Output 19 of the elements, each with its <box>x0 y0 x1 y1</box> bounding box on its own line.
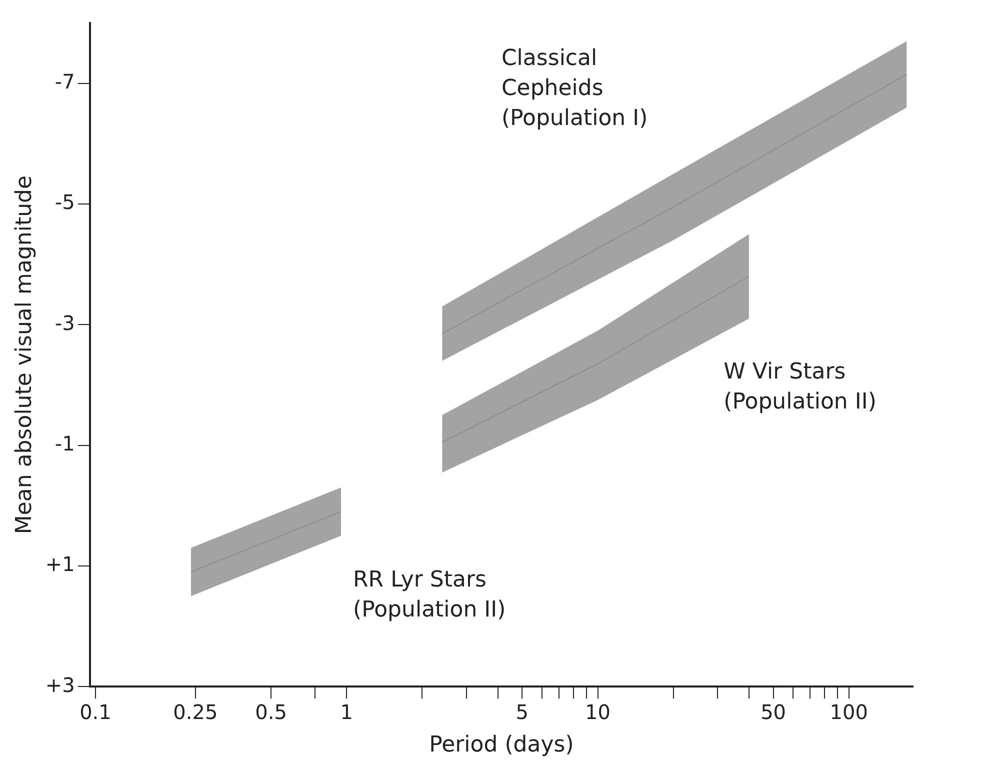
x-tick-label: 10 <box>585 700 610 724</box>
x-tick-label: 5 <box>516 700 529 724</box>
x-axis-title: Period (days) <box>429 732 574 758</box>
annotation: RR Lyr Stars (Population II) <box>353 568 506 622</box>
y-tick-label: -7 <box>54 70 75 94</box>
annotation: W Vir Stars (Population II) <box>724 360 876 415</box>
x-tick-label: 100 <box>830 700 868 724</box>
y-tick-label: +1 <box>45 552 75 576</box>
x-tick-label: 0.5 <box>255 700 287 724</box>
x-tick-label: 1 <box>340 700 353 724</box>
y-tick-label: +3 <box>45 672 75 697</box>
x-tick-label: 0.1 <box>80 700 112 724</box>
x-tick-label: 50 <box>760 700 786 724</box>
y-tick-label: -1 <box>54 431 75 456</box>
annotation: Classical Cepheids (Population I) <box>501 46 648 132</box>
y-axis-title: Mean absolute visual magnitude <box>12 175 37 534</box>
y-tick-label: -5 <box>54 190 75 214</box>
y-tick-label: -3 <box>54 310 75 335</box>
x-tick-label: 0.25 <box>173 700 218 724</box>
